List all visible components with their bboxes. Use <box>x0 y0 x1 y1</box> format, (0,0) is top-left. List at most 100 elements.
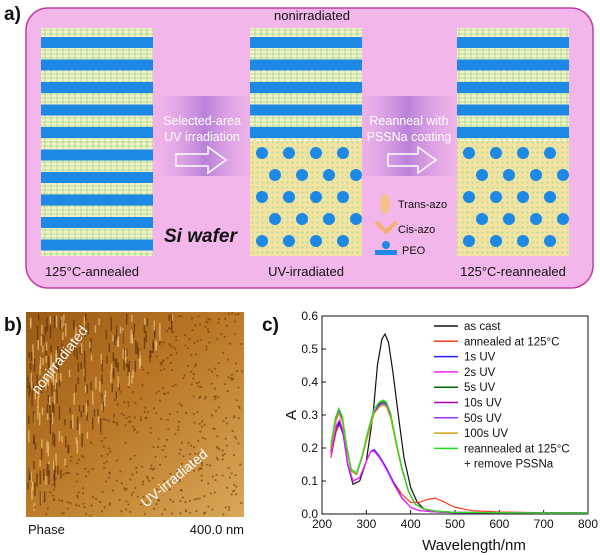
peo-dot <box>337 235 349 247</box>
afm-fringe <box>45 355 48 363</box>
peo-dot <box>310 235 322 247</box>
afm-fringe <box>114 358 116 368</box>
afm-dot <box>192 395 195 398</box>
lamella <box>457 37 569 48</box>
afm-fringe <box>34 442 37 450</box>
afm-dot <box>77 504 81 507</box>
peo-dot <box>269 213 281 225</box>
afm-fringe <box>32 344 34 357</box>
afm-dot <box>232 453 236 457</box>
afm-dot <box>129 510 132 513</box>
afm-dot <box>180 404 183 407</box>
afm-fringe <box>49 316 51 324</box>
afm-dot <box>112 420 115 423</box>
afm-dot <box>195 509 198 513</box>
afm-dot <box>131 473 134 476</box>
afm-dot <box>190 383 194 386</box>
afm-fringe <box>43 469 45 481</box>
lamella <box>457 82 569 93</box>
afm-fringe <box>32 481 34 491</box>
afm-fringe <box>58 430 61 442</box>
afm-fringe <box>40 385 43 394</box>
afm-dot <box>207 317 210 321</box>
afm-dot <box>60 499 64 502</box>
afm-dot <box>192 446 196 449</box>
afm-fringe <box>90 344 92 352</box>
afm-dot <box>172 500 175 503</box>
afm-fringe <box>40 448 43 461</box>
afm-fringe <box>47 395 50 403</box>
afm-dot <box>180 489 183 492</box>
afm-fringe <box>92 417 94 430</box>
afm-dot <box>119 470 122 473</box>
afm-dot <box>115 421 119 425</box>
afm-fringe <box>171 320 173 333</box>
afm-dot <box>168 343 171 346</box>
afm-fringe <box>152 339 154 349</box>
afm-dot <box>152 407 155 410</box>
panel-label-c: c) <box>262 315 279 336</box>
afm-dot <box>149 497 152 500</box>
afm-fringe <box>50 373 53 381</box>
afm-dot <box>213 367 217 370</box>
afm-fringe <box>90 338 92 346</box>
afm-dot <box>169 361 173 365</box>
peo-dot-icon <box>382 241 390 249</box>
legend-label: 100s UV <box>464 428 508 440</box>
afm-dot <box>45 512 48 516</box>
afm-dot <box>120 482 123 485</box>
afm-dot <box>103 466 106 470</box>
afm-fringe <box>53 460 55 474</box>
afm-fringe <box>73 342 76 357</box>
afm-dot <box>233 483 236 486</box>
afm-dot <box>155 355 158 358</box>
peo-dot <box>323 169 335 181</box>
afm-fringe <box>61 343 63 353</box>
afm-dot <box>120 412 123 415</box>
afm-fringe <box>110 370 112 384</box>
afm-dot <box>104 436 107 439</box>
afm-fringe <box>86 384 89 394</box>
y-tick-label: 0.0 <box>301 507 318 521</box>
step1-caption-line2: UV irradiation <box>164 130 240 144</box>
peo-dot <box>530 169 542 181</box>
afm-fringe <box>138 350 141 363</box>
afm-dot <box>184 411 188 414</box>
afm-dot <box>221 474 224 477</box>
afm-dot <box>165 438 169 441</box>
afm-fringe <box>31 486 33 500</box>
afm-dot <box>203 423 206 427</box>
afm-dot <box>177 425 180 428</box>
afm-dot <box>166 330 169 333</box>
afm-dot <box>190 317 194 320</box>
afm-fringe <box>51 383 53 396</box>
afm-fringe <box>34 391 36 400</box>
afm-dot <box>194 452 197 455</box>
afm-fringe <box>139 354 141 369</box>
afm-fringe <box>73 319 75 331</box>
afm-dot <box>134 486 137 490</box>
afm-dot <box>176 428 180 431</box>
afm-dot <box>198 396 201 400</box>
afm-fringe <box>106 355 108 364</box>
afm-dot <box>100 439 103 443</box>
afm-dot <box>224 437 227 440</box>
afm-fringe <box>112 367 115 379</box>
afm-fringe <box>146 317 149 327</box>
afm-dot <box>181 496 184 499</box>
afm-dot <box>94 497 98 501</box>
afm-dot <box>192 373 195 376</box>
afm-dot <box>188 470 191 473</box>
afm-dot <box>100 454 103 457</box>
peo-dot <box>256 235 268 247</box>
afm-dot <box>221 449 224 452</box>
afm-fringe <box>126 313 128 325</box>
afm-dot <box>199 430 202 433</box>
afm-fringe <box>45 476 47 485</box>
afm-dot <box>231 490 235 493</box>
afm-dot <box>149 426 152 430</box>
sample-reannealed <box>457 28 569 256</box>
afm-dot <box>216 374 219 377</box>
afm-fringe <box>123 360 125 371</box>
afm-dot <box>127 386 130 389</box>
